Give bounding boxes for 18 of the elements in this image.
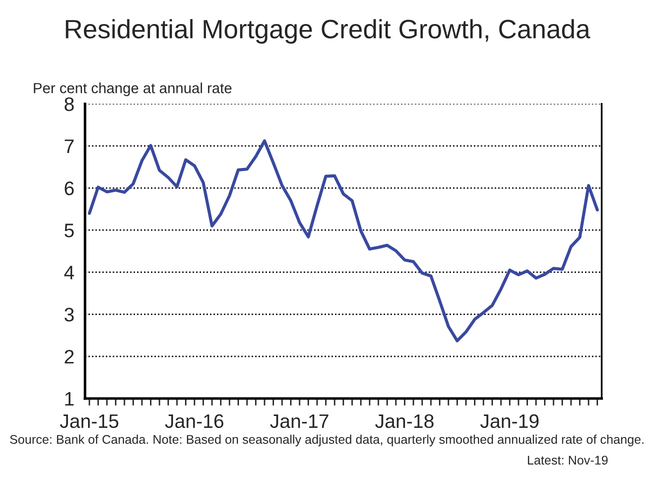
y-tick-label: 8 <box>64 97 74 112</box>
y-tick-label: 3 <box>64 308 74 322</box>
x-tick-label: Jan-18 <box>375 414 434 428</box>
y-tick-label: 6 <box>64 181 74 196</box>
y-tick-label: 5 <box>64 224 74 238</box>
x-tick-label: Jan-15 <box>60 414 118 428</box>
text: Latest: Nov-19 <box>528 456 608 465</box>
y-tick-label: 2 <box>64 350 74 364</box>
y-tick-label: 7 <box>64 140 74 153</box>
x-tick-label: Jan-17 <box>270 414 328 428</box>
x-tick-label: Jan-16 <box>165 414 224 428</box>
y-axis-title: Per cent change at annual rate <box>34 82 232 96</box>
y-tick-label: 1 <box>65 392 74 406</box>
line-series <box>88 139 599 342</box>
chart-title: Residential Mortgage Credit Growth, Canada <box>66 19 590 44</box>
source-note: Source: Bank of Canada. Note: Based on seasonally adjusted data, quarterly smoothed annualized rate of change. <box>10 434 644 446</box>
x-tick-label: Jan-19 <box>480 414 539 428</box>
y-tick-label: 4 <box>64 266 74 280</box>
